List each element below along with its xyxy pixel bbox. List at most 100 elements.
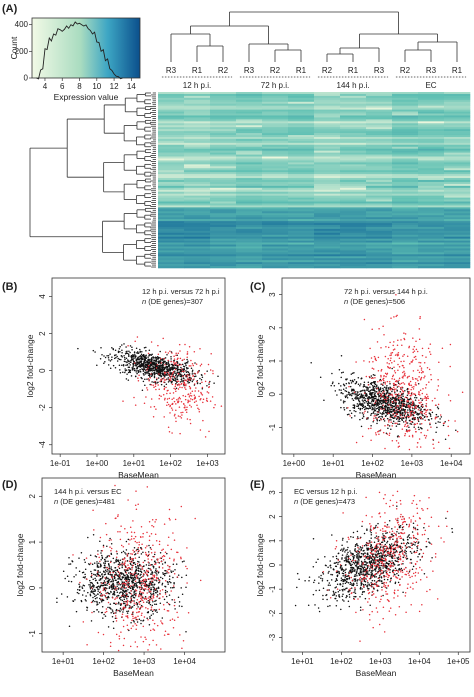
- heatmap-cell: [418, 195, 445, 198]
- point-de: [176, 399, 178, 401]
- point-non-de: [130, 359, 132, 362]
- point-de: [418, 338, 421, 340]
- point-non-de: [137, 371, 139, 373]
- point-non-de: [147, 356, 149, 358]
- heatmap-cell: [184, 189, 211, 193]
- heatmap-cell: [314, 219, 341, 222]
- point-non-de: [172, 570, 174, 573]
- heatmap-cell: [184, 135, 211, 138]
- point-de: [189, 422, 192, 425]
- heatmap-cell: [366, 127, 393, 130]
- heatmap-cell: [366, 164, 393, 167]
- point-de: [394, 354, 397, 356]
- point-non-de: [374, 374, 376, 377]
- heatmap-cell: [418, 234, 445, 238]
- heatmap-cell: [444, 166, 471, 169]
- point-non-de: [120, 551, 123, 554]
- heatmap-cell: [210, 215, 237, 218]
- heatmap-cell: [366, 248, 393, 251]
- heatmap-cell: [314, 248, 341, 251]
- heatmap-cell: [288, 150, 315, 153]
- point-non-de: [379, 415, 381, 418]
- point-non-de: [90, 572, 93, 575]
- heatmap-cell: [314, 111, 341, 114]
- point-non-de: [147, 360, 149, 362]
- point-non-de: [97, 550, 99, 552]
- point-de: [413, 345, 416, 348]
- point-non-de: [138, 556, 140, 558]
- point-de: [162, 337, 164, 340]
- point-de: [391, 387, 393, 390]
- point-non-de: [185, 370, 187, 372]
- point-non-de: [159, 372, 162, 374]
- heatmap-cell: [288, 95, 315, 99]
- point-non-de: [115, 589, 118, 591]
- point-de: [396, 422, 398, 424]
- point-de: [412, 337, 414, 339]
- point-non-de: [179, 373, 182, 375]
- heatmap-cell: [210, 236, 237, 239]
- point-de: [393, 388, 396, 391]
- point-non-de: [350, 416, 353, 419]
- point-non-de: [429, 423, 431, 426]
- point-non-de: [139, 600, 142, 603]
- point-non-de: [353, 406, 356, 409]
- point-non-de: [158, 360, 160, 362]
- heatmap-cell: [314, 185, 341, 189]
- heatmap-cell: [392, 148, 419, 151]
- point-non-de: [119, 607, 122, 609]
- heatmap-cell: [236, 219, 263, 222]
- point-de: [173, 397, 175, 399]
- point-de: [429, 351, 431, 353]
- point-de: [426, 393, 428, 396]
- point-non-de: [398, 407, 401, 409]
- heatmap-cell: [236, 221, 263, 224]
- point-de: [424, 395, 426, 398]
- point-de: [158, 397, 160, 400]
- point-non-de: [364, 399, 367, 402]
- point-non-de: [160, 366, 162, 369]
- point-de: [395, 384, 398, 386]
- point-de: [390, 388, 392, 391]
- comparison-title: 12 h p.i. versus 72 h p.i: [142, 287, 220, 296]
- group-label: 144 h p.i.: [337, 81, 370, 90]
- point-non-de: [170, 381, 173, 383]
- point-de: [396, 380, 398, 383]
- point-non-de: [385, 393, 388, 395]
- point-non-de: [363, 381, 366, 384]
- point-de: [407, 400, 410, 402]
- point-non-de: [138, 570, 140, 572]
- heatmap-cell: [340, 193, 367, 196]
- heatmap-cell: [418, 223, 445, 226]
- point-non-de: [350, 412, 353, 415]
- heatmap-cell: [366, 187, 393, 191]
- point-non-de: [152, 566, 155, 569]
- point-non-de: [377, 398, 380, 401]
- heatmap-cell: [444, 152, 471, 155]
- point-de: [395, 396, 397, 398]
- point-non-de: [106, 582, 109, 584]
- heatmap-cell: [444, 121, 471, 124]
- point-non-de: [167, 368, 169, 370]
- heatmap-cell: [288, 144, 315, 148]
- heatmap-cell: [444, 174, 471, 177]
- point-de: [166, 392, 168, 395]
- point-de: [383, 398, 386, 401]
- point-de: [412, 370, 415, 372]
- heatmap-cell: [314, 187, 341, 191]
- point-non-de: [143, 346, 146, 349]
- heatmap-cell: [158, 144, 185, 148]
- heatmap-cell: [340, 117, 367, 120]
- point-de: [420, 372, 423, 374]
- point-non-de: [127, 538, 130, 541]
- heatmap-cell: [288, 140, 315, 144]
- point-de: [436, 389, 439, 391]
- heatmap-cell: [444, 138, 471, 142]
- point-non-de: [389, 392, 391, 395]
- heatmap-cell: [444, 230, 471, 234]
- heatmap-cell: [184, 162, 211, 165]
- point-non-de: [391, 398, 393, 401]
- point-de: [172, 372, 174, 374]
- point-non-de: [187, 367, 189, 370]
- heatmap-cell: [262, 256, 289, 259]
